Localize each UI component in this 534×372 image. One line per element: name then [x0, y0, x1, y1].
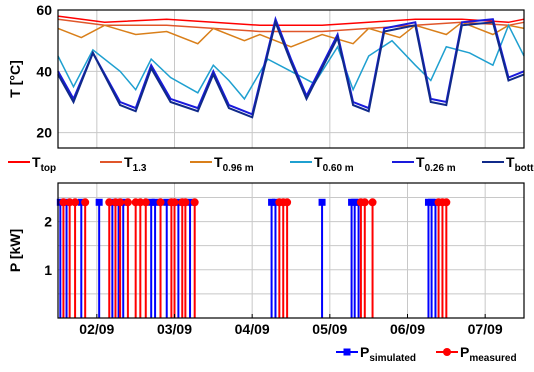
- legend-label: T: [416, 154, 425, 170]
- legend-label: P: [360, 344, 369, 360]
- marker-measured: [181, 198, 190, 207]
- marker-measured: [71, 198, 80, 207]
- legend-label: T: [32, 154, 41, 170]
- marker-measured: [141, 198, 150, 207]
- y-tick-label: 60: [36, 2, 52, 18]
- x-tick-label: 02/09: [79, 321, 114, 337]
- legend-subscript: 0.26 m: [425, 163, 456, 174]
- legend-subscript: top: [41, 163, 57, 174]
- y-axis-label: T [°C]: [7, 60, 23, 97]
- marker-measured: [59, 198, 68, 207]
- top-plot-frame: [57, 9, 525, 149]
- y-tick-label: 1: [44, 262, 52, 278]
- legend-entry: Psimulated: [360, 344, 416, 364]
- legend-label: T: [124, 154, 133, 170]
- legend-marker: [443, 348, 451, 356]
- marker-simulated: [351, 198, 359, 206]
- marker-measured: [81, 198, 90, 207]
- y-tick-label: 2: [44, 214, 52, 230]
- x-tick-label: 03/09: [157, 321, 192, 337]
- legend-entry: Ttop: [32, 154, 56, 174]
- x-tick-label: 05/09: [312, 321, 347, 337]
- legend-subscript: 1.3: [133, 163, 147, 174]
- y-tick-label: 20: [36, 125, 52, 141]
- marker-measured: [105, 198, 114, 207]
- marker-measured: [190, 198, 199, 207]
- series-line-0-60-m: [57, 23, 525, 101]
- legend-entry: Pmeasured: [460, 344, 517, 364]
- bottom-plot-frame: [57, 182, 525, 319]
- power-plot: 1 2 02/09 03/09 04/09 05/09 06/09 07/09 P [kW]: [7, 182, 525, 337]
- legend-entry: Tbottom: [506, 154, 534, 174]
- legend-label: T: [314, 154, 323, 170]
- marker-simulated: [95, 198, 103, 206]
- power-legend: Psimulated Pmeasured: [336, 344, 517, 364]
- legend-label: T: [506, 154, 515, 170]
- marker-simulated: [147, 198, 155, 206]
- top-plot-area: [58, 10, 524, 148]
- x-tick-label: 07/09: [468, 321, 503, 337]
- marker-measured: [116, 198, 125, 207]
- legend-marker: [343, 348, 351, 356]
- y-axis-label: P [kW]: [7, 229, 23, 272]
- series-line-0-96-m: [57, 21, 525, 48]
- marker-measured: [170, 198, 179, 207]
- legend-entry: T1.3: [124, 154, 147, 174]
- legend-label: T: [214, 154, 223, 170]
- marker-simulated: [186, 198, 194, 206]
- y-tick-label: 40: [36, 63, 52, 79]
- marker-measured: [368, 198, 377, 207]
- marker-measured: [360, 198, 369, 207]
- marker-simulated: [428, 198, 436, 206]
- legend-subscript: simulated: [369, 353, 416, 364]
- legend-label: P: [460, 344, 469, 360]
- marker-simulated: [268, 198, 276, 206]
- marker-simulated: [318, 198, 326, 206]
- marker-measured: [156, 198, 165, 207]
- marker-simulated: [151, 198, 159, 206]
- legend-entry: T0.60 m: [314, 154, 354, 174]
- legend-entry: T0.96 m: [214, 154, 254, 174]
- marker-measured: [123, 198, 132, 207]
- marker-measured: [283, 198, 292, 207]
- marker-simulated: [163, 198, 171, 206]
- legend-entry: T0.26 m: [416, 154, 456, 174]
- marker-measured: [442, 198, 451, 207]
- temperature-plot: 20 40 60 T [°C]: [7, 2, 525, 149]
- legend-subscript: 0.96 m: [223, 163, 254, 174]
- x-tick-label: 06/09: [390, 321, 425, 337]
- legend-subscript: measured: [469, 353, 516, 364]
- legend-subscript: bottom: [515, 163, 534, 174]
- series-line-bottom: [57, 18, 525, 119]
- legend-subscript: 0.60 m: [323, 163, 354, 174]
- x-tick-label: 04/09: [235, 321, 270, 337]
